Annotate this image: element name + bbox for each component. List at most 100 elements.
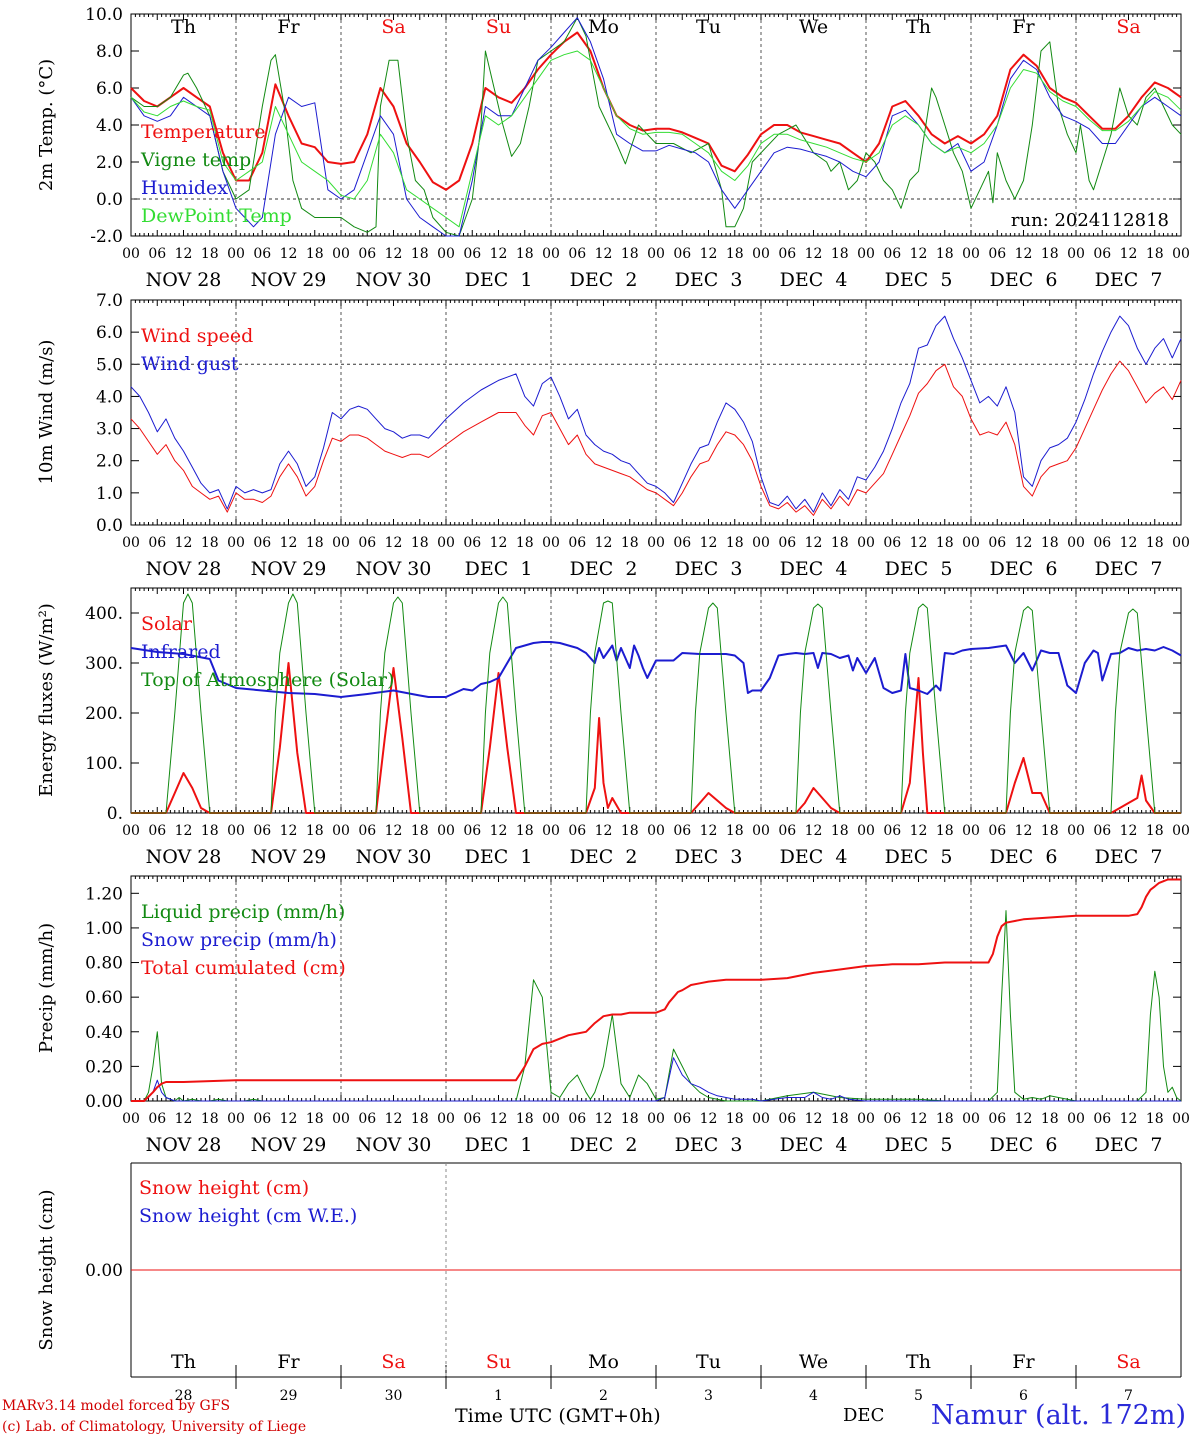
hour-label: 00 <box>1172 535 1190 551</box>
hour-label: 00 <box>647 246 665 262</box>
hour-label: 12 <box>700 823 718 839</box>
hour-label: 06 <box>568 246 586 262</box>
hour-label: 06 <box>778 823 796 839</box>
legend-entry: DewPoint Temp <box>141 205 292 227</box>
date-label: DEC 2 <box>570 558 638 580</box>
hour-label: 06 <box>778 535 796 551</box>
day-number-label: 30 <box>385 1388 403 1404</box>
hour-label: 06 <box>148 1111 166 1127</box>
y-tick-label: 0.0 <box>96 516 123 536</box>
legend-entry: Temperature <box>141 121 265 143</box>
y-tick-label: 3.0 <box>96 420 123 440</box>
hour-label: 06 <box>568 823 586 839</box>
hour-label: 06 <box>148 535 166 551</box>
hour-label: 18 <box>936 1111 954 1127</box>
y-tick-label: 4.0 <box>96 387 123 407</box>
weekday-label: Th <box>171 1351 196 1373</box>
hour-label: 06 <box>463 246 481 262</box>
hour-label: 00 <box>1067 246 1085 262</box>
series-total-cumulated-cm <box>131 878 1181 1102</box>
hour-label: 00 <box>122 535 140 551</box>
hour-label: 12 <box>1015 823 1033 839</box>
hour-label: 00 <box>752 823 770 839</box>
y-tick-label: 400. <box>85 604 123 624</box>
day-number-label: 6 <box>1019 1388 1028 1404</box>
y-tick-label: 5.0 <box>96 355 123 375</box>
hour-label: 00 <box>437 823 455 839</box>
hour-label: 00 <box>647 535 665 551</box>
hour-label: 00 <box>857 246 875 262</box>
date-label: DEC 7 <box>1095 846 1163 868</box>
hour-label: 12 <box>280 535 298 551</box>
hour-label: 18 <box>621 823 639 839</box>
hour-label: 18 <box>201 823 219 839</box>
hour-label: 00 <box>542 1111 560 1127</box>
hour-label: 06 <box>988 823 1006 839</box>
date-label: NOV 29 <box>251 269 327 291</box>
hour-label: 00 <box>122 1111 140 1127</box>
y-tick-label: 1.0 <box>96 484 123 504</box>
y-tick-label: 10.0 <box>85 5 123 25</box>
hour-label: 18 <box>1146 1111 1164 1127</box>
hour-label: 18 <box>621 1111 639 1127</box>
y-tick-label: 4.0 <box>96 116 123 136</box>
hour-label: 06 <box>883 823 901 839</box>
series-vigne-temp <box>130 17 1182 237</box>
hour-label: 12 <box>280 246 298 262</box>
series-snow-precip-mm-h <box>131 1057 1181 1102</box>
hour-label: 18 <box>936 535 954 551</box>
date-label: NOV 28 <box>146 846 222 868</box>
hour-label: 12 <box>805 823 823 839</box>
credit-line-2: (c) Lab. of Climatology, University of L… <box>2 1419 307 1435</box>
hour-label: 06 <box>778 246 796 262</box>
hour-label: 18 <box>306 246 324 262</box>
hour-label: 12 <box>280 823 298 839</box>
hour-label: 12 <box>280 1111 298 1127</box>
date-label: DEC 6 <box>990 846 1058 868</box>
y-tick-label: 0.80 <box>85 954 123 974</box>
hour-label: 06 <box>883 535 901 551</box>
hour-label: 00 <box>332 823 350 839</box>
weekday-label: Fr <box>277 1351 300 1373</box>
hour-label: 00 <box>647 1111 665 1127</box>
hour-label: 06 <box>463 535 481 551</box>
date-label: NOV 30 <box>356 558 432 580</box>
weekday-label: Su <box>486 1351 511 1373</box>
series-wind-speed <box>130 360 1182 516</box>
station-name: Namur (alt. 172m) <box>930 1400 1186 1431</box>
date-label: DEC 4 <box>780 846 848 868</box>
hour-label: 12 <box>595 535 613 551</box>
hour-label: 06 <box>463 823 481 839</box>
day-number-label: 1 <box>494 1388 503 1404</box>
date-label: NOV 28 <box>146 1134 222 1156</box>
hour-label: 18 <box>201 246 219 262</box>
y-tick-label: 300. <box>85 654 123 674</box>
hour-label: 06 <box>1093 535 1111 551</box>
y-tick-label: 100. <box>85 754 123 774</box>
weekday-label: Sa <box>381 16 405 38</box>
y-tick-label: 1.20 <box>85 884 123 904</box>
hour-label: 12 <box>910 535 928 551</box>
weekday-label: Su <box>486 16 511 38</box>
date-label: DEC 3 <box>675 558 743 580</box>
month-label: DEC <box>843 1405 885 1426</box>
y-tick-label: 0.40 <box>85 1023 123 1043</box>
hour-label: 00 <box>227 823 245 839</box>
legend-entry: Solar <box>141 613 193 635</box>
run-label: run: 2024112818 <box>1011 210 1169 231</box>
legend-entry: Vigne temp <box>140 149 251 171</box>
date-label: DEC 1 <box>465 269 533 291</box>
hour-label: 12 <box>175 823 193 839</box>
day-number-label: 3 <box>704 1388 713 1404</box>
hour-label: 18 <box>516 535 534 551</box>
hour-label: 18 <box>1146 823 1164 839</box>
hour-label: 18 <box>726 1111 744 1127</box>
y-tick-label: 200. <box>85 704 123 724</box>
hour-label: 18 <box>516 1111 534 1127</box>
hour-label: 00 <box>962 535 980 551</box>
hour-label: 18 <box>411 246 429 262</box>
y-tick-label: 0.20 <box>85 1057 123 1077</box>
date-label: DEC 3 <box>675 846 743 868</box>
hour-label: 00 <box>332 1111 350 1127</box>
legend-entry: Infrared <box>141 641 221 663</box>
